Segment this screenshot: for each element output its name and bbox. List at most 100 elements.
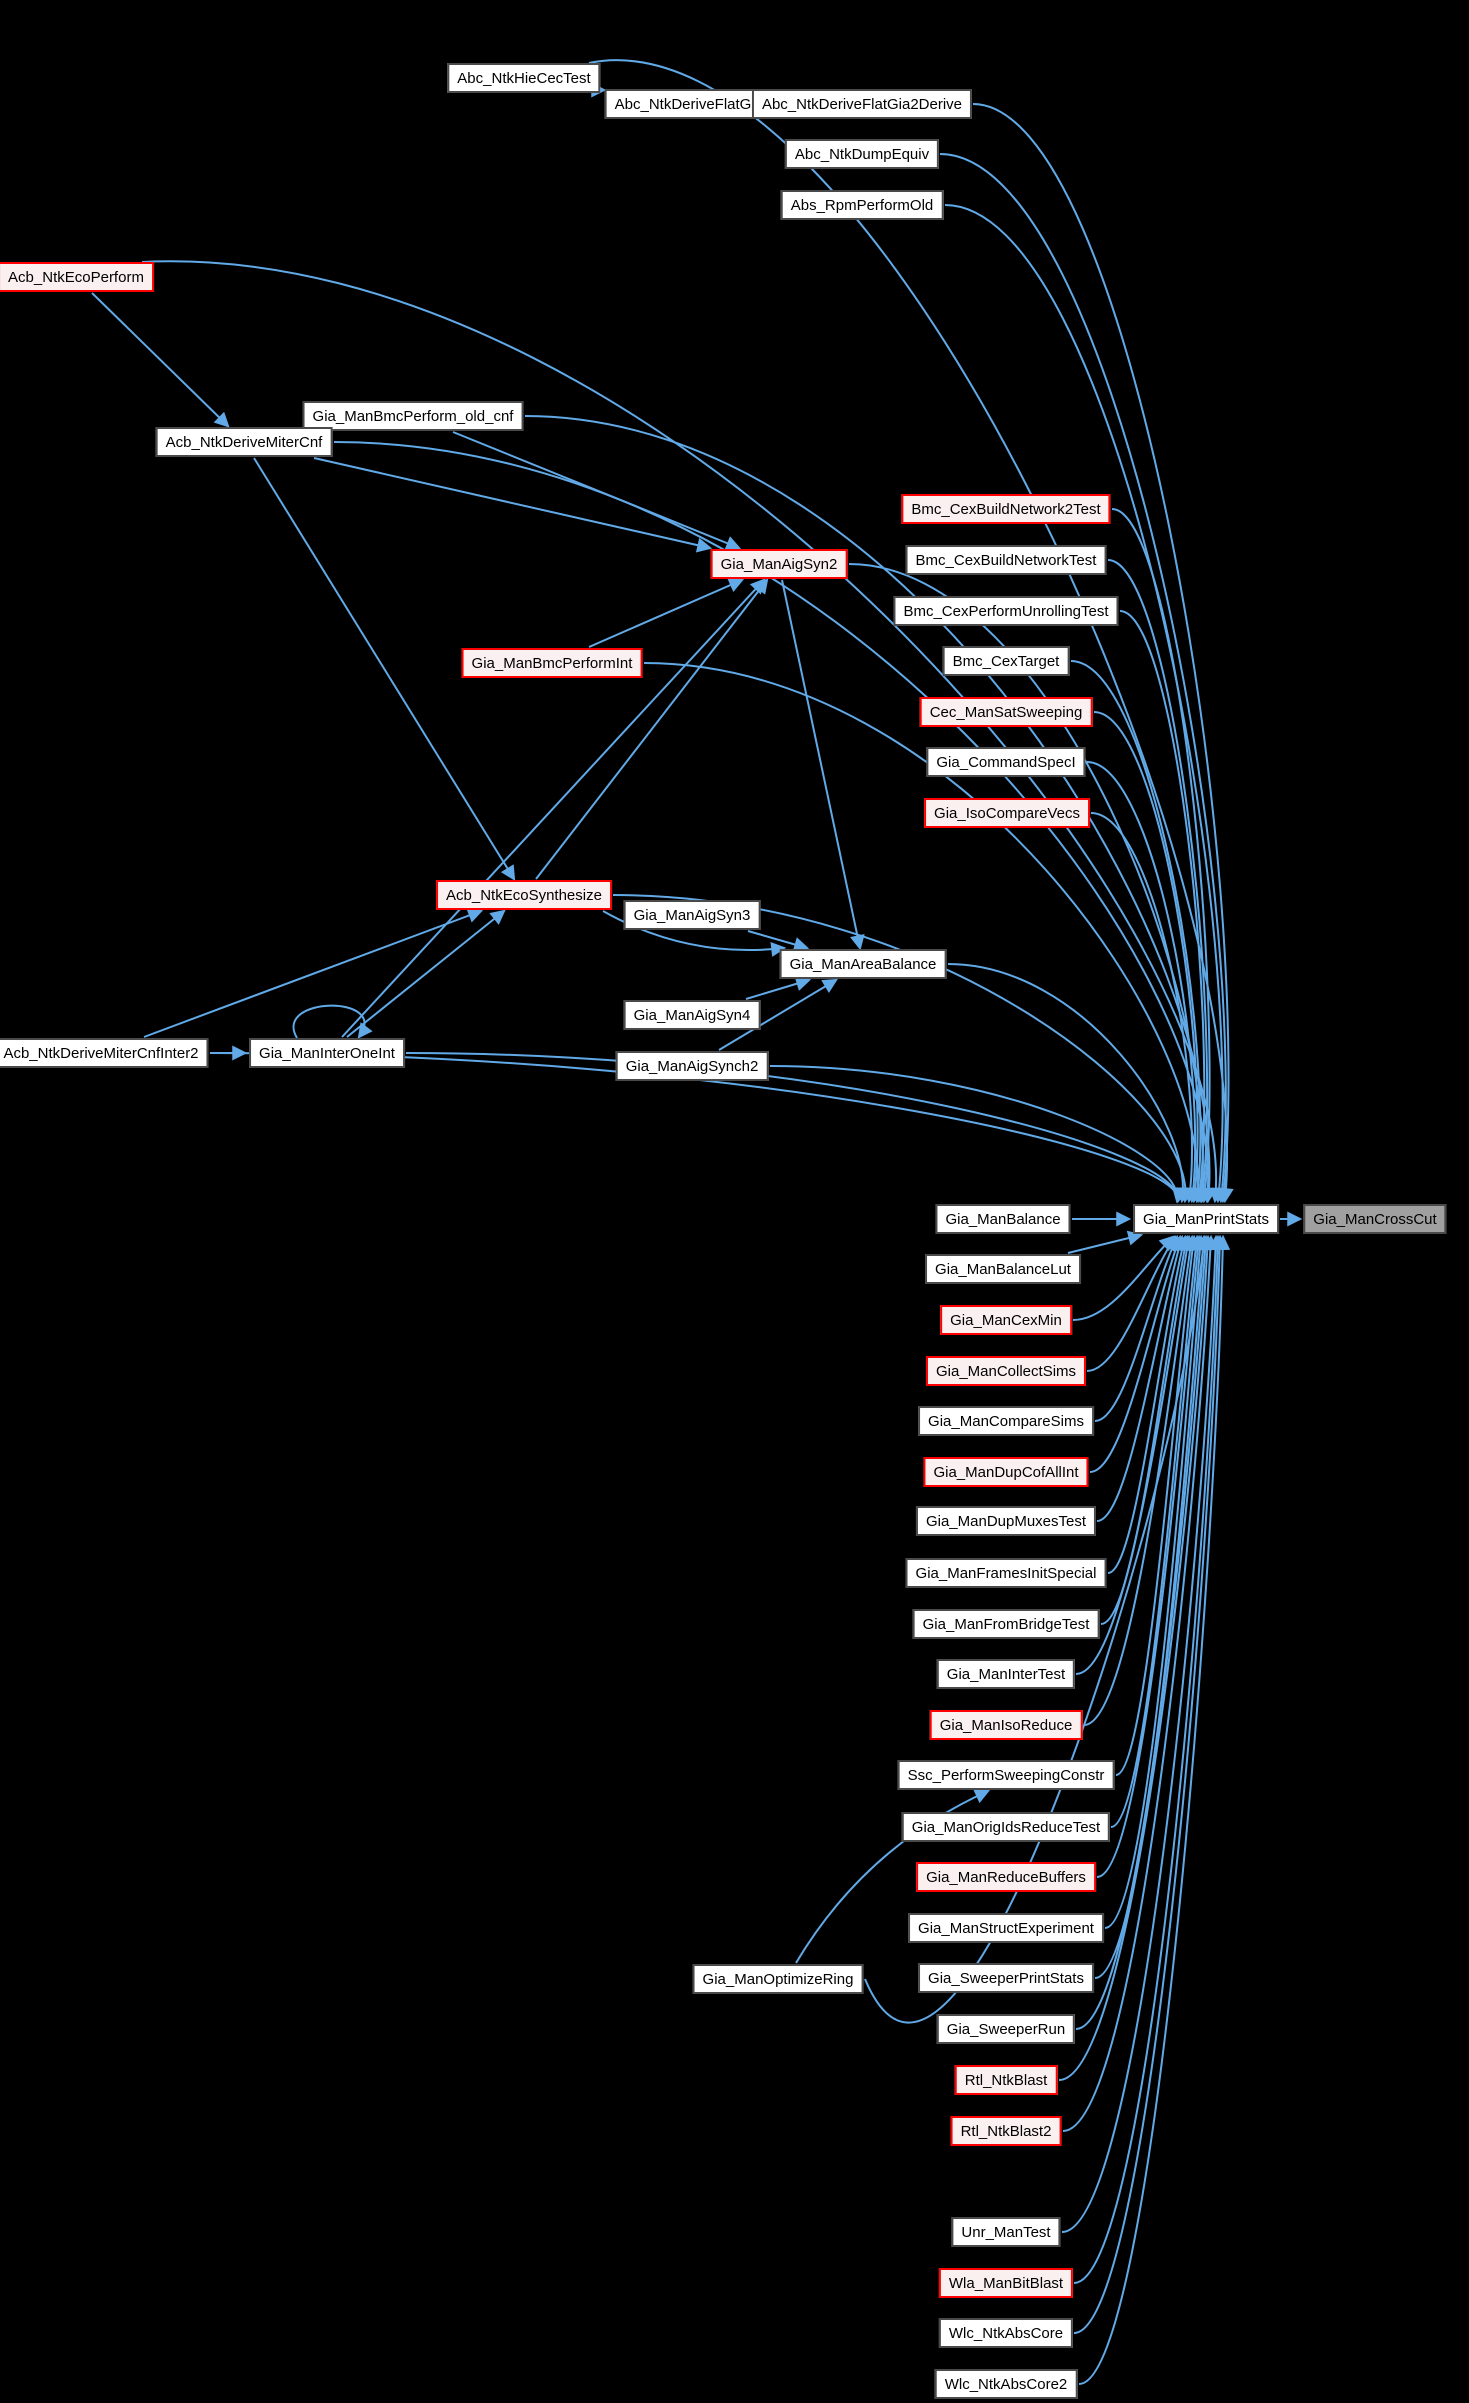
node-Gia_ManAigSyn2[interactable]: Gia_ManAigSyn2 <box>710 549 848 579</box>
node-Bmc_CexTarget[interactable]: Bmc_CexTarget <box>942 646 1070 676</box>
node-Gia_SweeperRun[interactable]: Gia_SweeperRun <box>936 2014 1076 2044</box>
node-Gia_ManCollectSims[interactable]: Gia_ManCollectSims <box>925 1356 1087 1386</box>
edge-Gia_ManInterOneInt--Gia_ManAigSyn2 <box>341 578 766 1038</box>
edge-Acb_NtkDeriveMiterCnf--Gia_ManPrintStats <box>333 441 1216 1204</box>
edge-Gia_ManBalanceLut--Gia_ManPrintStats <box>1067 1230 1144 1254</box>
node-Gia_ManAigSynch2[interactable]: Gia_ManAigSynch2 <box>615 1051 769 1081</box>
edge-Gia_ManCompareSims--Gia_ManPrintStats <box>1094 1234 1179 1422</box>
edge-Unr_ManTest--Gia_ManPrintStats <box>1061 1234 1223 2233</box>
edge-Ssc_PerformSweepingConstr--Gia_ManPrintStats <box>1115 1234 1200 1776</box>
edge-Wla_ManBitBlast--Gia_ManPrintStats <box>1073 1234 1226 2284</box>
node-Gia_ManFramesInitSpecial[interactable]: Gia_ManFramesInitSpecial <box>905 1558 1107 1588</box>
node-Gia_ManFromBridgeTest[interactable]: Gia_ManFromBridgeTest <box>912 1609 1100 1639</box>
edge-Gia_ManAigSyn3--Gia_ManAreaBalance <box>747 930 810 952</box>
node-Gia_ManIsoReduce[interactable]: Gia_ManIsoReduce <box>929 1710 1083 1740</box>
node-Wla_ManBitBlast[interactable]: Wla_ManBitBlast <box>938 2268 1074 2298</box>
edge-Abc_NtkDumpEquiv--Gia_ManPrintStats <box>939 153 1230 1204</box>
edge-Gia_ManOrigIdsReduceTest--Gia_ManPrintStats <box>1110 1234 1204 1828</box>
node-Gia_ManAreaBalance[interactable]: Gia_ManAreaBalance <box>779 949 947 979</box>
edge-Gia_ManAigSyn4--Gia_ManAreaBalance <box>745 976 812 1000</box>
node-Wlc_NtkAbsCore[interactable]: Wlc_NtkAbsCore <box>938 2318 1074 2348</box>
edge-Gia_ManAigSyn2--Gia_ManAreaBalance <box>781 579 865 951</box>
edge-Gia_ManAigSynch2--Gia_ManPrintStats <box>769 1065 1187 1204</box>
edge-Gia_ManInterOneInt--Gia_ManPrintStats <box>405 1052 1188 1204</box>
edge-Cec_ManSatSweeping--Gia_ManPrintStats <box>1093 711 1203 1204</box>
edge-Gia_ManInterOneInt--Acb_NtkEcoSynthesize <box>346 909 506 1038</box>
edge-Abc_NtkDeriveFlatGia2Derive--Gia_ManPrintStats <box>972 103 1232 1204</box>
edge-Acb_NtkEcoPerform--Gia_ManPrintStats <box>141 260 1224 1204</box>
edge-Gia_ManCollectSims--Gia_ManPrintStats <box>1086 1235 1177 1372</box>
edge-Wlc_NtkAbsCore2--Gia_ManPrintStats <box>1078 1234 1231 2385</box>
node-Gia_SweeperPrintStats[interactable]: Gia_SweeperPrintStats <box>918 1963 1094 1993</box>
edge-Gia_ManDupMuxesTest--Gia_ManPrintStats <box>1096 1234 1186 1522</box>
edge-Gia_IsoCompareVecs--Gia_ManPrintStats <box>1090 812 1199 1204</box>
edge-Gia_CommandSpecI--Gia_ManPrintStats <box>1086 761 1202 1204</box>
node-Rtl_NtkBlast2[interactable]: Rtl_NtkBlast2 <box>950 2116 1062 2146</box>
node-Acb_NtkEcoSynthesize[interactable]: Acb_NtkEcoSynthesize <box>436 880 612 910</box>
edge-Gia_ManOptimizeRing--Ssc_PerformSweepingConstr <box>795 1789 991 1964</box>
node-Gia_CommandSpecI[interactable]: Gia_CommandSpecI <box>926 747 1086 777</box>
node-Gia_ManInterTest[interactable]: Gia_ManInterTest <box>936 1659 1076 1689</box>
node-Abc_NtkDeriveFlatGia2[interactable]: Abc_NtkDeriveFlatGia2 <box>604 89 782 119</box>
node-Bmc_CexPerformUnrollingTest[interactable]: Bmc_CexPerformUnrollingTest <box>893 596 1119 626</box>
node-Gia_ManBalanceLut[interactable]: Gia_ManBalanceLut <box>925 1254 1081 1284</box>
node-Gia_ManCexMin[interactable]: Gia_ManCexMin <box>940 1305 1072 1335</box>
edge-Rtl_NtkBlast--Gia_ManPrintStats <box>1058 1234 1215 2081</box>
edge-Bmc_CexBuildNetwork2Test--Gia_ManPrintStats <box>1111 508 1213 1204</box>
edge-Acb_NtkEcoSynthesize--Gia_ManAreaBalance <box>602 910 787 957</box>
node-Unr_ManTest[interactable]: Unr_ManTest <box>951 2217 1061 2247</box>
node-Abc_NtkHieCecTest[interactable]: Abc_NtkHieCecTest <box>447 63 601 93</box>
edge-Bmc_CexTarget--Gia_ManPrintStats <box>1070 660 1206 1204</box>
node-Gia_ManBmcPerform_old_cnf[interactable]: Gia_ManBmcPerform_old_cnf <box>302 401 524 431</box>
node-Gia_ManCrossCut: Gia_ManCrossCut <box>1303 1204 1447 1234</box>
node-Gia_ManCompareSims[interactable]: Gia_ManCompareSims <box>918 1406 1094 1436</box>
edge-Gia_SweeperRun--Gia_ManPrintStats <box>1075 1234 1213 2030</box>
node-Gia_ManInterOneInt[interactable]: Gia_ManInterOneInt <box>249 1038 405 1068</box>
edge-Acb_NtkEcoSynthesize--Gia_ManAigSyn2 <box>535 578 769 880</box>
node-Acb_NtkDeriveMiterCnfInter2[interactable]: Acb_NtkDeriveMiterCnfInter2 <box>0 1038 209 1068</box>
node-Gia_ManBmcPerformInt[interactable]: Gia_ManBmcPerformInt <box>461 648 643 678</box>
edge-Gia_ManInterTest--Gia_ManPrintStats <box>1075 1234 1195 1675</box>
node-Abc_NtkDumpEquiv[interactable]: Abc_NtkDumpEquiv <box>784 139 940 169</box>
edges <box>91 59 1303 2385</box>
node-Bmc_CexBuildNetworkTest[interactable]: Bmc_CexBuildNetworkTest <box>905 545 1107 575</box>
edge-Acb_NtkEcoPerform--Acb_NtkDeriveMiterCnf <box>91 292 230 428</box>
edge-Gia_ManFramesInitSpecial--Gia_ManPrintStats <box>1107 1234 1190 1574</box>
node-Acb_NtkDeriveMiterCnf[interactable]: Acb_NtkDeriveMiterCnf <box>155 427 333 457</box>
node-Gia_ManReduceBuffers[interactable]: Gia_ManReduceBuffers <box>916 1862 1096 1892</box>
node-Gia_ManBalance[interactable]: Gia_ManBalance <box>935 1204 1071 1234</box>
edge-Acb_NtkDeriveMiterCnfInter2--Gia_ManPrintStats <box>209 1052 1188 1204</box>
node-Gia_ManStructExperiment[interactable]: Gia_ManStructExperiment <box>908 1913 1104 1943</box>
edge-Acb_NtkDeriveMiterCnf--Acb_NtkEcoSynthesize <box>253 457 516 881</box>
node-Wlc_NtkAbsCore2[interactable]: Wlc_NtkAbsCore2 <box>934 2369 1078 2399</box>
node-Gia_ManOptimizeRing[interactable]: Gia_ManOptimizeRing <box>692 1964 864 1994</box>
edge-Gia_ManBmcPerformInt--Gia_ManAigSyn2 <box>588 578 745 648</box>
edge-Rtl_NtkBlast2--Gia_ManPrintStats <box>1062 1234 1218 2132</box>
edge-Gia_ManFromBridgeTest--Gia_ManPrintStats <box>1100 1234 1192 1625</box>
node-Bmc_CexBuildNetwork2Test[interactable]: Bmc_CexBuildNetwork2Test <box>901 494 1111 524</box>
node-Gia_ManAigSyn3[interactable]: Gia_ManAigSyn3 <box>623 900 761 930</box>
node-Acb_NtkEcoPerform[interactable]: Acb_NtkEcoPerform <box>0 262 154 292</box>
node-Gia_ManDupMuxesTest[interactable]: Gia_ManDupMuxesTest <box>915 1506 1097 1536</box>
edge-Gia_ManAigSynch2--Gia_ManAreaBalance <box>718 978 838 1051</box>
node-Cec_ManSatSweeping[interactable]: Cec_ManSatSweeping <box>919 697 1093 727</box>
edge-Gia_ManBmcPerformInt--Gia_ManPrintStats <box>643 662 1206 1204</box>
edge-Acb_NtkDeriveMiterCnf--Gia_ManAigSyn2 <box>313 457 713 553</box>
edge-Wlc_NtkAbsCore--Gia_ManPrintStats <box>1073 1234 1228 2334</box>
node-Abc_NtkDeriveFlatGia2Derive[interactable]: Abc_NtkDeriveFlatGia2Derive <box>751 89 973 119</box>
node-Ssc_PerformSweepingConstr[interactable]: Ssc_PerformSweepingConstr <box>897 1760 1115 1790</box>
node-Abs_RpmPerformOld[interactable]: Abs_RpmPerformOld <box>780 190 944 220</box>
node-Gia_ManOrigIdsReduceTest[interactable]: Gia_ManOrigIdsReduceTest <box>901 1812 1111 1842</box>
node-Rtl_NtkBlast[interactable]: Rtl_NtkBlast <box>954 2065 1058 2095</box>
node-Gia_IsoCompareVecs[interactable]: Gia_IsoCompareVecs <box>924 798 1090 828</box>
edge-Bmc_CexBuildNetworkTest--Gia_ManPrintStats <box>1107 559 1211 1204</box>
edge-Gia_ManIsoReduce--Gia_ManPrintStats <box>1083 1234 1198 1726</box>
node-Gia_ManDupCofAllInt[interactable]: Gia_ManDupCofAllInt <box>923 1457 1089 1487</box>
edge-Gia_ManDupCofAllInt--Gia_ManPrintStats <box>1089 1234 1183 1473</box>
node-Gia_ManPrintStats[interactable]: Gia_ManPrintStats <box>1133 1204 1279 1234</box>
node-Gia_ManAigSyn4[interactable]: Gia_ManAigSyn4 <box>623 1000 761 1030</box>
edge-Gia_ManStructExperiment--Gia_ManPrintStats <box>1104 1234 1208 1929</box>
